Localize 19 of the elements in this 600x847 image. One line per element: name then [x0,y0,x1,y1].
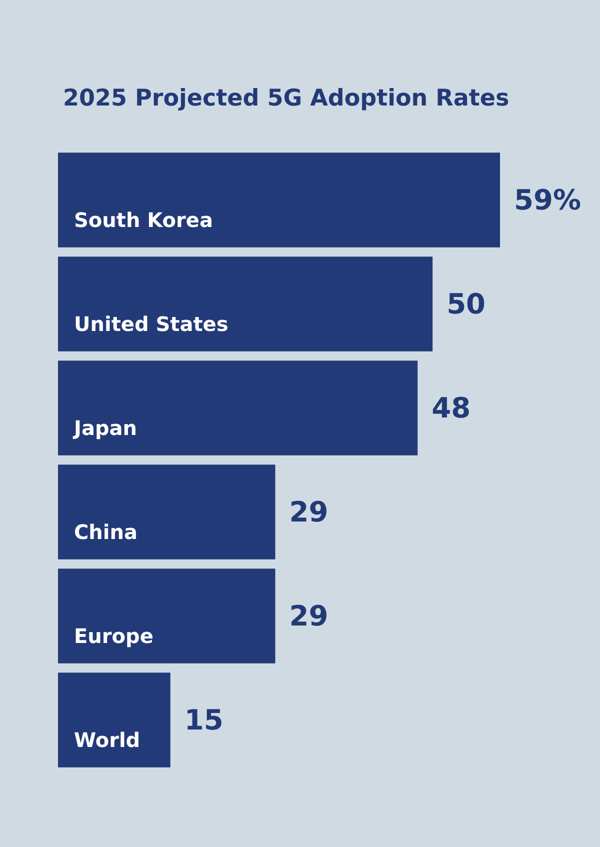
bar [58,152,500,248]
data-label: 50 [446,288,486,320]
data-label: 59% [514,184,582,216]
y-tick-label: South Korea [74,208,213,232]
bar [58,568,276,664]
data-label: 29 [289,496,328,528]
bar [58,360,418,456]
data-label: 29 [289,600,328,632]
y-tick-label: United States [74,312,228,336]
data-label: 48 [432,392,471,424]
y-tick-label: Japan [72,416,137,440]
bar [58,256,433,352]
y-tick-label: World [74,728,140,752]
data-label: 15 [184,704,224,736]
y-tick-label: Europe [74,624,154,648]
chart-title: 2025 Projected 5G Adoption Rates [63,86,510,112]
bar [58,464,276,560]
y-tick-label: China [74,520,138,544]
bar [58,672,170,768]
